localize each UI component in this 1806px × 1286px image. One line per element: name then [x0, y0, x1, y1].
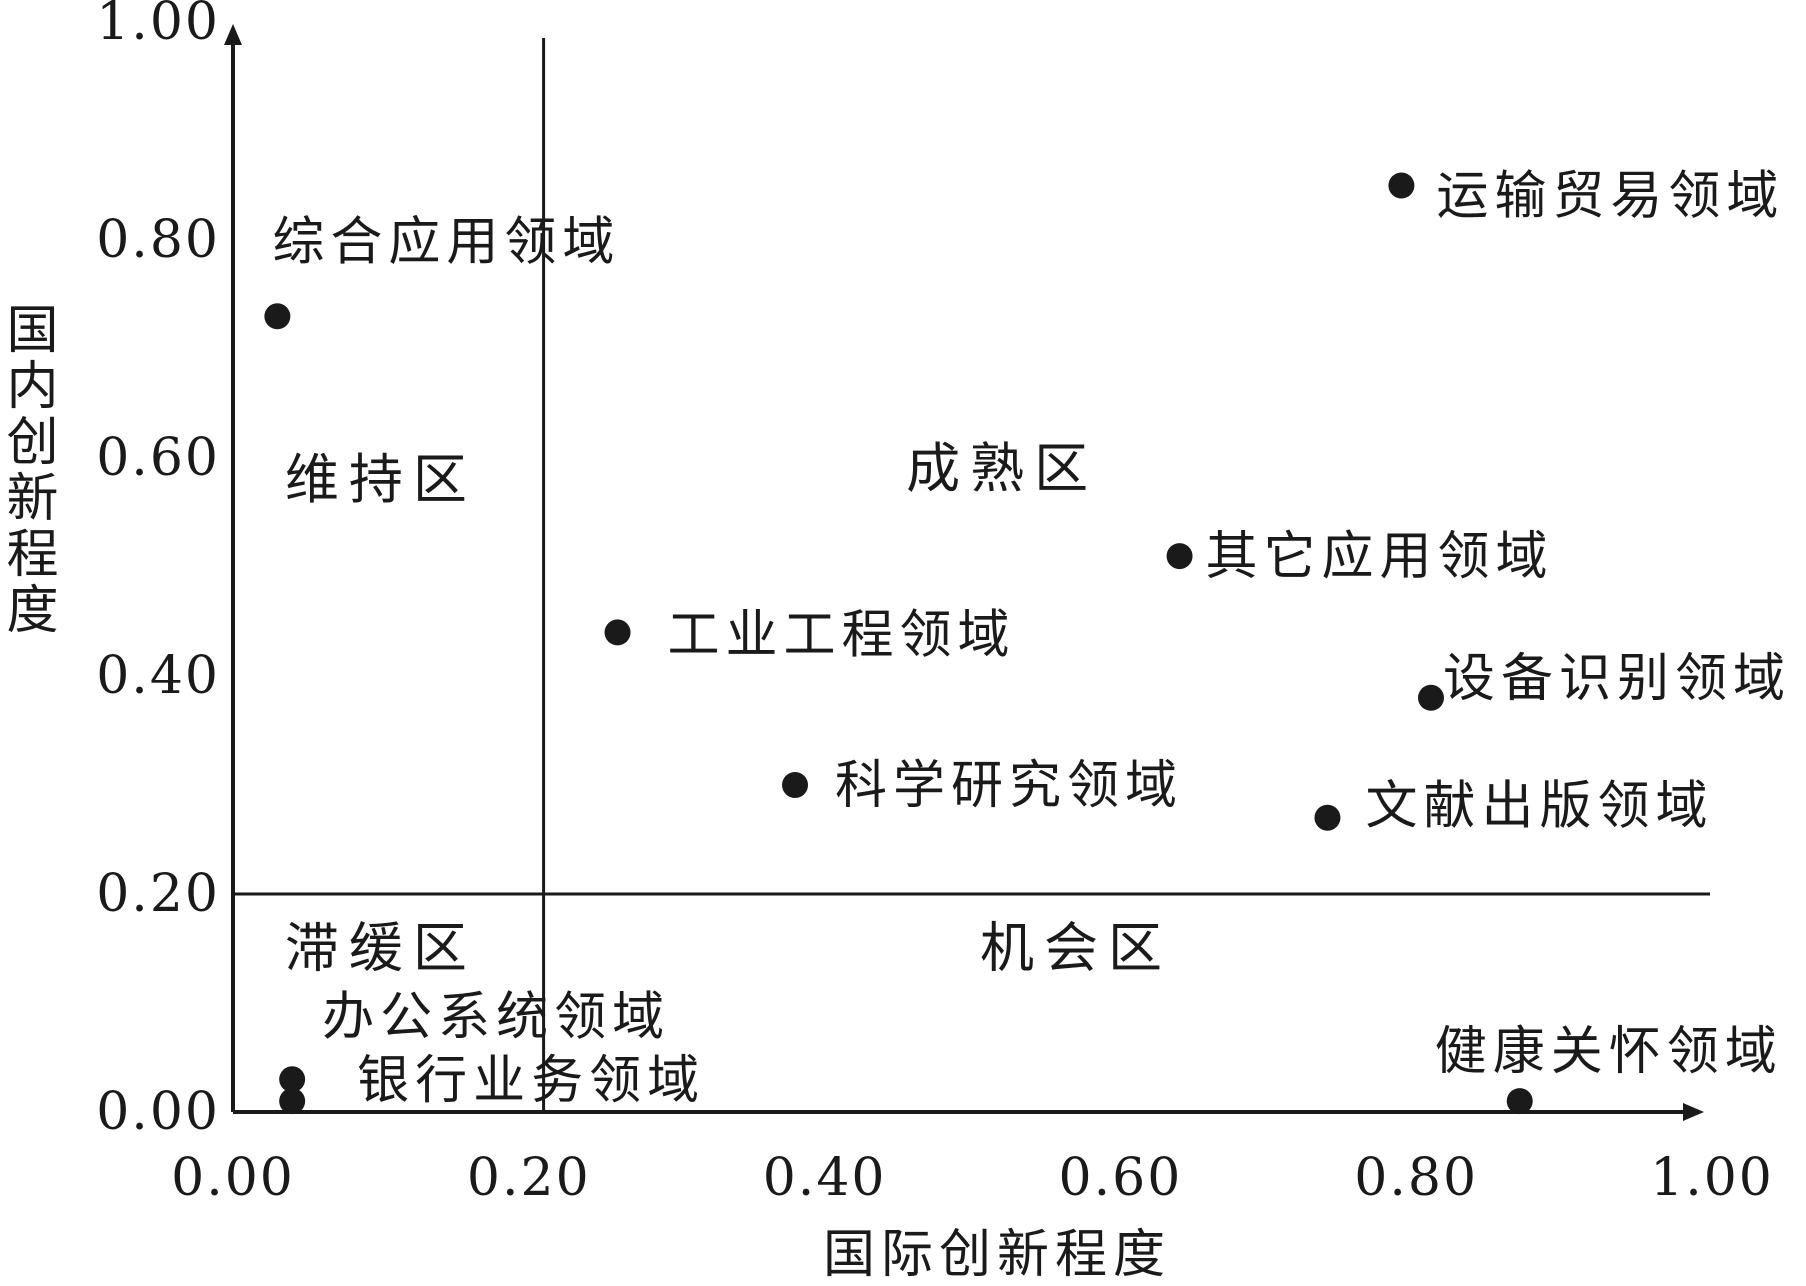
- y-tick-labels: 0.00 0.20 0.40 0.60 0.80 1.00: [96, 0, 220, 1142]
- axes: [224, 24, 1704, 1121]
- data-point-label: 科学研究领域: [835, 756, 1183, 816]
- data-point-label: 银行业务领域: [357, 1051, 705, 1111]
- zone-label: 滞缓区: [285, 917, 477, 980]
- data-point: [279, 1066, 306, 1093]
- data-point: [279, 1088, 306, 1115]
- zone-label: 维持区: [285, 448, 477, 511]
- y-tick-label: 0.40: [96, 646, 220, 706]
- x-tick-label: 0.00: [171, 1148, 295, 1208]
- y-axis-title: 国内创新程度: [0, 302, 57, 638]
- data-point-label: 综合应用领域: [272, 212, 620, 272]
- data-point-label: 运输贸易领域: [1436, 167, 1784, 227]
- x-tick-label: 0.20: [467, 1148, 591, 1208]
- zone-label: 机会区: [980, 917, 1172, 980]
- y-tick-label: 0.20: [96, 864, 220, 924]
- x-tick-labels: 0.00 0.20 0.40 0.60 0.80 1.00: [171, 1148, 1774, 1208]
- data-point: [1417, 684, 1444, 711]
- data-point: [604, 619, 631, 646]
- y-tick-label: 1.00: [96, 0, 220, 52]
- data-point: [264, 303, 291, 330]
- axis-titles: 国际创新程度 国内创新程度: [0, 302, 1171, 1285]
- data-point: [782, 772, 809, 798]
- x-tick-label: 1.00: [1650, 1148, 1774, 1208]
- data-point-label: 办公系统领域: [322, 987, 670, 1047]
- y-tick-label: 0.00: [96, 1082, 220, 1142]
- data-point-label: 工业工程领域: [668, 605, 1016, 665]
- x-tick-label: 0.80: [1354, 1148, 1478, 1208]
- data-point-label: 其它应用领域: [1206, 527, 1554, 587]
- data-point: [1388, 172, 1415, 199]
- data-point-label: 文献出版领域: [1365, 777, 1713, 837]
- x-axis-arrow: [1683, 1103, 1704, 1121]
- x-tick-label: 0.60: [1059, 1148, 1183, 1208]
- y-tick-label: 0.80: [96, 210, 220, 270]
- y-tick-label: 0.60: [96, 428, 220, 488]
- quadrant-dividers: [233, 38, 1710, 1112]
- x-tick-label: 0.40: [763, 1148, 887, 1208]
- y-axis-arrow: [224, 24, 242, 45]
- data-point-label: 设备识别领域: [1443, 649, 1791, 709]
- data-point: [1314, 804, 1341, 831]
- data-point-label: 健康关怀领域: [1435, 1022, 1783, 1082]
- data-point: [1166, 543, 1193, 570]
- data-point: [1506, 1088, 1533, 1115]
- x-axis-title: 国际创新程度: [823, 1225, 1171, 1281]
- zone-label: 成熟区: [906, 437, 1098, 500]
